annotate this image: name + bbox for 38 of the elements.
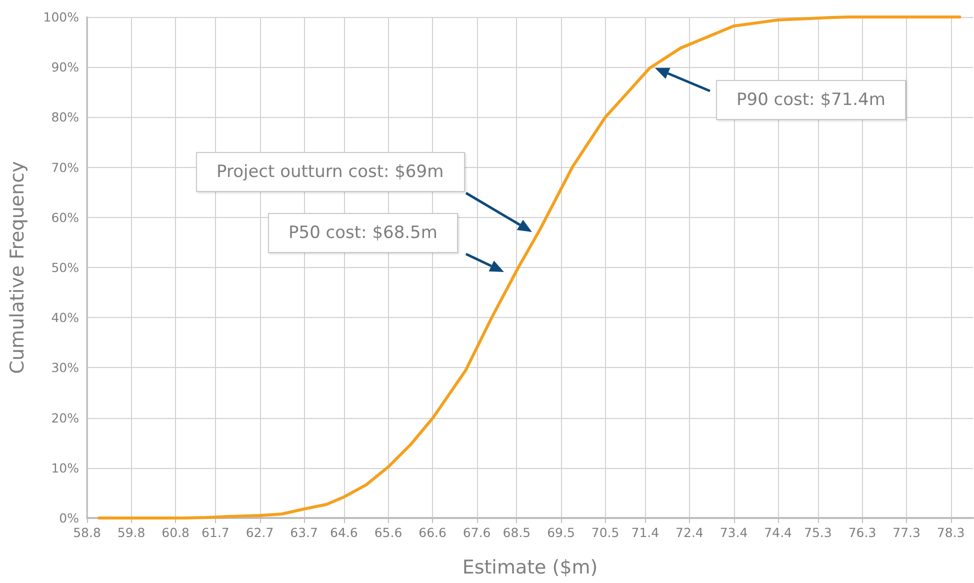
x-tick-label: 58.8 — [73, 525, 101, 540]
x-tick-label: 67.6 — [462, 525, 491, 540]
y-axis-title: Cumulative Frequency — [6, 161, 28, 374]
x-tick-label: 78.3 — [936, 525, 965, 540]
y-tick-label: 90% — [51, 60, 80, 75]
annotation: Project outturn cost: $69m — [196, 152, 465, 192]
x-tick-label: 60.8 — [162, 525, 190, 540]
x-tick-label: 76.3 — [848, 525, 876, 540]
y-tick-label: 10% — [51, 460, 80, 476]
x-tick-label: 71.4 — [631, 525, 660, 540]
x-tick-label: 65.6 — [374, 525, 402, 540]
y-tick-label: 70% — [51, 160, 80, 175]
y-tick-label: 50% — [51, 260, 80, 275]
y-tick-label: 100% — [43, 10, 80, 24]
x-tick-label: 72.4 — [676, 525, 704, 540]
x-tick-label: 70.5 — [591, 525, 620, 540]
x-tick-label: 61.7 — [202, 525, 230, 540]
annotation: P90 cost: $71.4m — [716, 80, 906, 120]
annotation: P50 cost: $68.5m — [268, 213, 458, 253]
y-tick-label: 60% — [51, 210, 80, 225]
y-tick-label: 80% — [51, 110, 80, 125]
y-tick-label: 0% — [59, 510, 80, 526]
x-tick-label: 62.7 — [246, 525, 274, 540]
x-tick-label: 69.5 — [547, 525, 575, 540]
x-tick-label: 74.4 — [764, 525, 792, 540]
x-tick-label: 75.3 — [804, 525, 832, 540]
line-series — [97, 16, 962, 520]
x-tick-label: 59.8 — [117, 525, 146, 540]
y-tick-label: 40% — [51, 310, 80, 326]
x-tick-label: 64.6 — [330, 525, 358, 540]
x-tick-label: 73.4 — [720, 525, 748, 540]
x-tick-label: 77.3 — [892, 525, 920, 540]
x-tick-label: 63.7 — [290, 525, 318, 540]
y-tick-label: 30% — [51, 360, 80, 376]
x-axis-title: Estimate ($m) — [462, 556, 598, 578]
x-tick-label: 68.5 — [502, 525, 531, 540]
y-tick-label: 20% — [51, 410, 80, 426]
x-tick-label: 66.6 — [418, 525, 446, 540]
